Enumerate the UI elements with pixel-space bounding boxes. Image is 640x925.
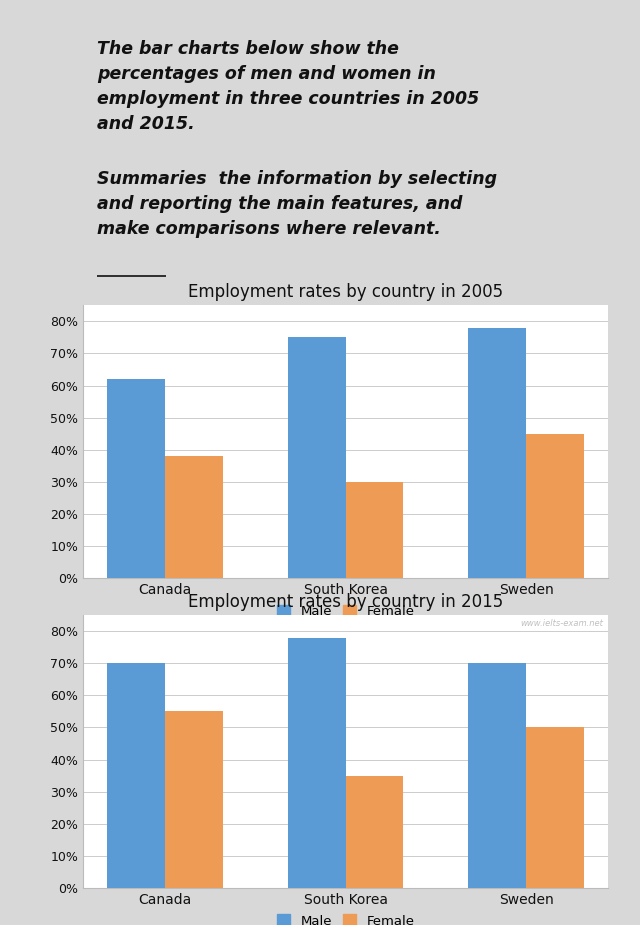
Bar [165, 711, 223, 888]
Text: Summaries  the information by selecting
and reporting the main features, and
mak: Summaries the information by selecting a… [97, 170, 497, 239]
Text: www.ielts-exam.net: www.ielts-exam.net [520, 619, 603, 628]
Bar [346, 482, 403, 578]
Title: Employment rates by country in 2015: Employment rates by country in 2015 [188, 593, 503, 611]
Title: Employment rates by country in 2005: Employment rates by country in 2005 [188, 283, 503, 301]
Bar [165, 456, 223, 578]
Legend: Male, Female: Male, Female [274, 912, 417, 925]
Bar [468, 663, 526, 888]
Bar [107, 663, 165, 888]
Bar [288, 338, 346, 578]
Bar [107, 379, 165, 578]
Text: The bar charts below show the
percentages of men and women in
employment in thre: The bar charts below show the percentage… [97, 41, 479, 133]
Legend: Male, Female: Male, Female [274, 602, 417, 621]
Bar [526, 434, 584, 578]
Bar [468, 327, 526, 578]
Bar [346, 776, 403, 888]
Bar [288, 637, 346, 888]
Bar [526, 727, 584, 888]
